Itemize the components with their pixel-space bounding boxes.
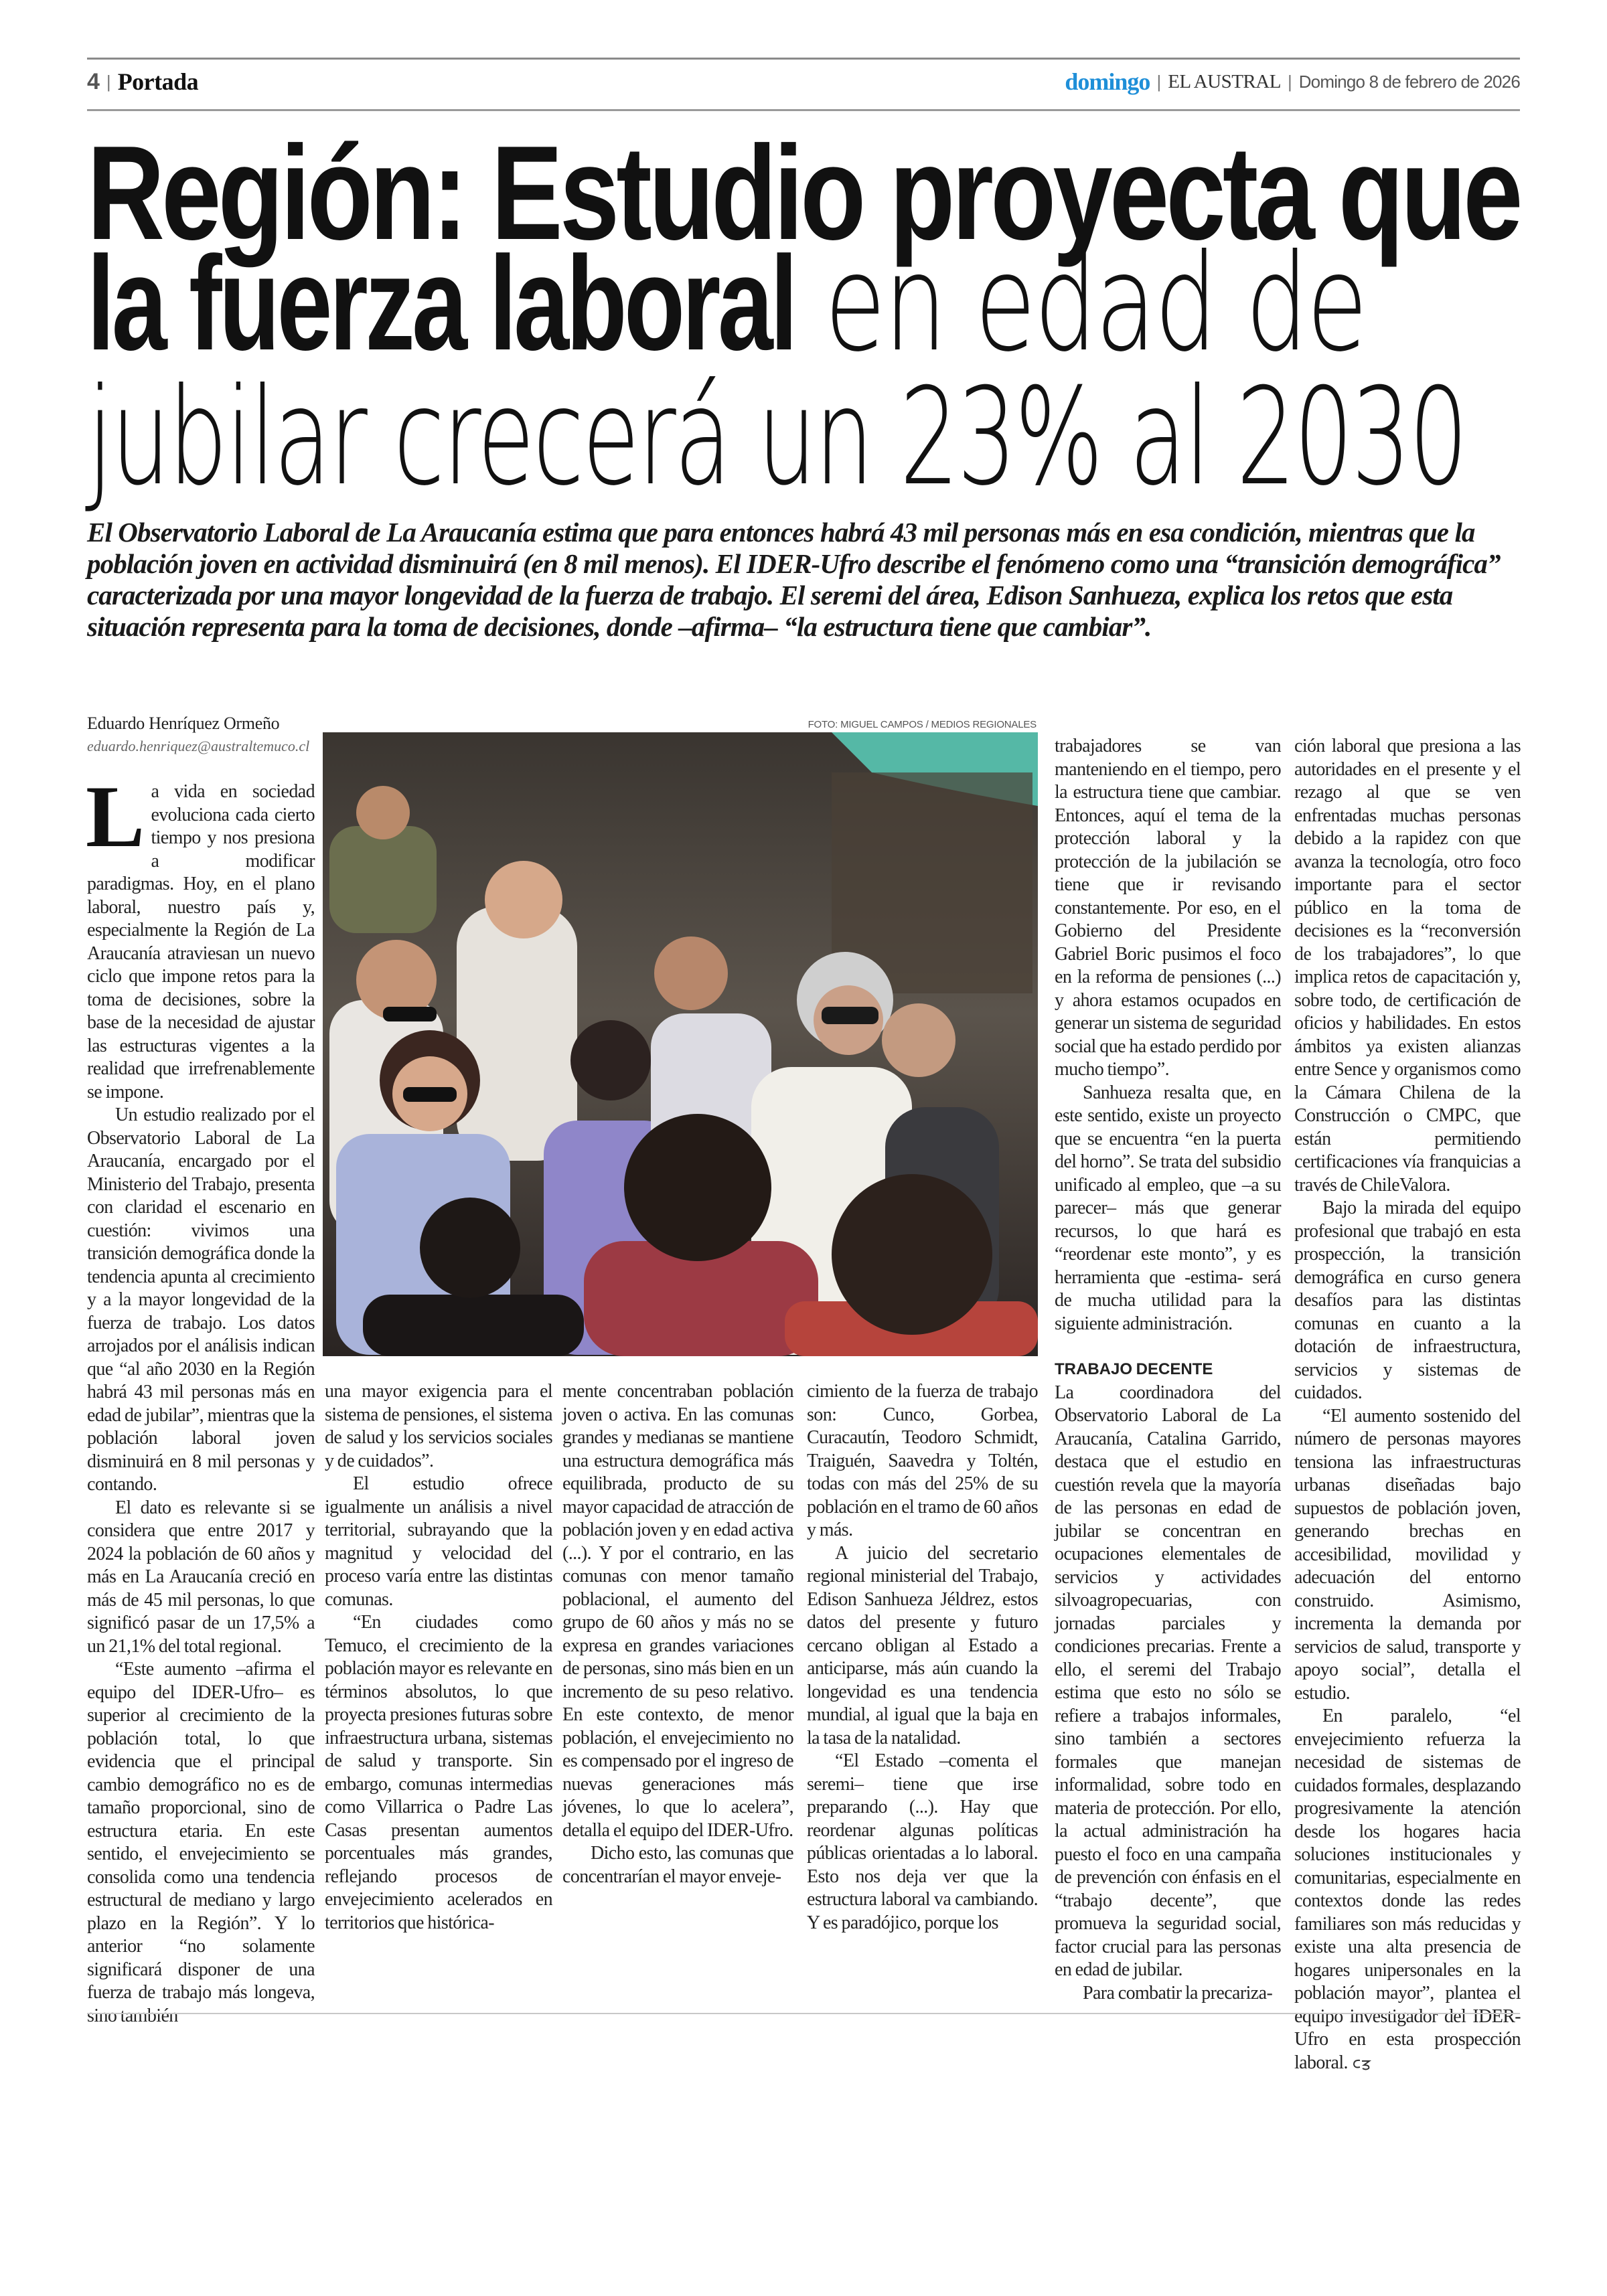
article-paragraph: “El aumento sostenido del número de pers… <box>1294 1405 1521 1706</box>
article-column-2: una mayor exigencia para el sistema de p… <box>325 1380 553 1935</box>
article-paragraph: “Este aumento –afirma el equipo del IDER… <box>87 1658 315 2028</box>
headline-line-2-bold: la fuerza laboral <box>87 229 798 378</box>
article-paragraph: “El Estado –comenta el seremi– tiene que… <box>807 1750 1039 1935</box>
header-divider: | <box>106 71 111 92</box>
article-column-3: mente concentraban población joven o act… <box>562 1380 794 1888</box>
article-column-4: cimiento de la fuerza de trabajo son: Cu… <box>807 1380 1039 1935</box>
paragraph-text: “Este aumento –afirma el equipo del IDER… <box>87 1659 315 2026</box>
photo-credit: FOTO: MIGUEL CAMPOS / MEDIOS REGIONALES <box>808 719 1037 730</box>
paragraph-text: una mayor exigencia para el sistema de p… <box>325 1381 553 1471</box>
paragraph-text: En paralelo, “el envejecimiento refuerza… <box>1294 1706 1521 2073</box>
paragraph-text: El estudio ofrece igualmente un análisis… <box>325 1473 553 1610</box>
article-paragraph: La coordinadora del Observatorio Laboral… <box>1055 1382 1282 1982</box>
paragraph-text: TRABAJO DECENTE <box>1055 1360 1213 1378</box>
paragraph-text: ción laboral que presiona a las autorida… <box>1294 736 1521 1196</box>
lead-paragraph: El Observatorio Laboral de La Araucanía … <box>87 517 1501 642</box>
article-paragraph: una mayor exigencia para el sistema de p… <box>325 1380 553 1473</box>
article-paragraph: Un estudio realizado por el Observatorio… <box>87 1104 315 1497</box>
page-header-left: 4 | Portada <box>87 67 199 96</box>
article-paragraph: A juicio del secretario regional ministe… <box>807 1542 1039 1750</box>
paragraph-text: “El Estado –comenta el seremi– tiene que… <box>807 1750 1039 1933</box>
author-email[interactable]: eduardo.henriquez@australtemuco.cl <box>87 738 310 754</box>
paragraph-text: a vida en sociedad evoluciona cada ciert… <box>87 781 315 1102</box>
article-paragraph: cimiento de la fuerza de trabajo son: Cu… <box>807 1380 1039 1542</box>
paragraph-text: “En ciudades como Temuco, el crecimiento… <box>325 1612 553 1933</box>
page-number: 4 <box>87 68 100 94</box>
newspaper-name: EL AUSTRAL <box>1168 70 1281 92</box>
header-divider: | <box>1287 71 1292 92</box>
headline-line-1: Región: Estudio proyecta que <box>87 118 1523 268</box>
paragraph-text: Para combatir la precariza- <box>1083 1982 1273 2003</box>
article-paragraph: Sanhueza resalta que, en este sentido, e… <box>1055 1082 1282 1336</box>
crowd-street-photo <box>323 732 1038 1356</box>
paragraph-text: Sanhueza resalta que, en este sentido, e… <box>1055 1082 1282 1334</box>
article-paragraph: Dicho esto, las comunas que concentraría… <box>562 1842 794 1888</box>
headline-line-3: jubilar crecerá un 23% al 2030 <box>87 359 1468 515</box>
paragraph-text: Un estudio realizado por el Observatorio… <box>87 1104 315 1495</box>
article-paragraph: En paralelo, “el envejecimiento refuerza… <box>1294 1705 1521 2074</box>
headline-line-2: la fuerza laboral en edad de <box>87 237 1368 372</box>
article-column-5: trabajadores se van manteniendo en el ti… <box>1055 735 1282 2005</box>
article-paragraph: El dato es relevante si se considera que… <box>87 1497 315 1659</box>
paragraph-text: La coordinadora del Observatorio Laboral… <box>1055 1382 1282 1981</box>
paragraph-text: Bajo la mirada del equipo profesional qu… <box>1294 1198 1521 1403</box>
end-of-article-icon <box>1353 2059 1371 2070</box>
paragraph-text: Dicho esto, las comunas que concentraría… <box>562 1843 794 1887</box>
drop-cap: L <box>86 767 145 866</box>
article-paragraph: mente concentraban población joven o act… <box>562 1380 794 1842</box>
supplement-brand: domingo <box>1065 68 1150 95</box>
article-paragraph: Para combatir la precariza- <box>1055 1982 1281 2005</box>
issue-date: Domingo 8 de febrero de 2026 <box>1298 71 1521 92</box>
author-name: Eduardo Henríquez Ormeño <box>87 714 280 733</box>
header-rule <box>87 109 1520 111</box>
article-paragraph: ción laboral que presiona a las autorida… <box>1294 735 1521 1197</box>
bottom-rule <box>87 2013 1520 2014</box>
paragraph-text: El dato es relevante si se considera que… <box>87 1497 315 1657</box>
headline-line-2-light: en edad de <box>795 226 1367 382</box>
article-column-6: ción laboral que presiona a las autorida… <box>1294 735 1521 2074</box>
article-paragraph: Bajo la mirada del equipo profesional qu… <box>1294 1197 1521 1405</box>
paragraph-text: mente concentraban población joven o act… <box>562 1381 794 1841</box>
top-rule <box>87 58 1520 60</box>
paragraph-text: A juicio del secretario regional ministe… <box>807 1542 1039 1748</box>
article-paragraph: trabajadores se van manteniendo en el ti… <box>1055 735 1282 1082</box>
section-name: Portada <box>117 68 199 95</box>
page-header-right: domingo | EL AUSTRAL | Domingo 8 de febr… <box>1065 67 1520 96</box>
section-subheading: TRABAJO DECENTE <box>1055 1358 1281 1382</box>
paragraph-text: cimiento de la fuerza de trabajo son: Cu… <box>807 1381 1039 1540</box>
article-paragraph: El estudio ofrece igualmente un análisis… <box>325 1473 553 1611</box>
paragraph-text: “El aumento sostenido del número de pers… <box>1294 1405 1521 1704</box>
header-divider: | <box>1156 71 1162 92</box>
paragraph-text: trabajadores se van manteniendo en el ti… <box>1055 736 1282 1080</box>
article-paragraph: “En ciudades como Temuco, el crecimiento… <box>325 1611 553 1935</box>
